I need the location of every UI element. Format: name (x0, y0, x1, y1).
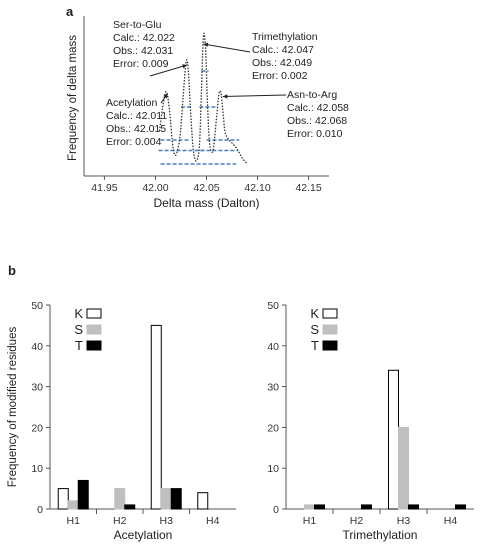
b1-category-label: H4 (206, 515, 220, 527)
b1-category-label: H3 (160, 515, 174, 527)
b1-bar-t (170, 488, 182, 510)
a-annotation-arrowhead (203, 42, 209, 47)
a-annotation-text: Asn-to-Arg (287, 89, 337, 101)
b2-category-label: H3 (397, 515, 411, 527)
b1-y-tick-label: 0 (37, 504, 43, 516)
a-annotation-arrowhead (182, 64, 188, 69)
a-x-tick-label: 42.15 (295, 182, 321, 194)
b2-legend-swatch-s (322, 324, 338, 335)
b1-legend-swatch-k (86, 308, 102, 319)
b2-category-label: H2 (350, 515, 364, 527)
a-x-tick-label: 42.00 (142, 182, 168, 194)
a-annotation-arrow (149, 64, 188, 77)
b1-y-tick-label: 10 (31, 463, 43, 475)
b2-y-tick-label: 50 (267, 300, 279, 312)
b2-category-label: H4 (444, 515, 458, 527)
a-annotation-arrow (222, 94, 287, 97)
b2-y-tick-label: 0 (273, 504, 279, 516)
b1-y-tick-label: 20 (31, 422, 43, 434)
a-annotation-text: Obs.: 42.015 (106, 123, 166, 135)
a-annotation-arrowhead (163, 93, 168, 99)
b2-legend-label: T (311, 338, 319, 353)
b2-y-tick-label: 20 (267, 422, 279, 434)
b1-bar-k (150, 324, 162, 510)
a-annotation-arrowhead (222, 94, 228, 99)
a-frequency-curve (158, 32, 248, 165)
b2-bar-t (455, 504, 466, 510)
b2-category-label: H1 (303, 515, 317, 527)
b1-category-label: H2 (113, 515, 127, 527)
b1-y-axis-label: Frequency of modified residues (7, 327, 19, 488)
b2-bar-k (388, 369, 399, 510)
a-annotation-text: Acetylation (106, 97, 158, 109)
a-x-tick-label: 41.95 (91, 182, 117, 194)
b2-y-tick-label: 30 (267, 382, 279, 394)
b1-y-tick-label: 30 (31, 382, 43, 394)
b2-bar-s (304, 504, 315, 510)
a-annotation-text: Obs.: 42.049 (252, 57, 312, 69)
a-annotation-arrow (203, 43, 251, 53)
b1-category-label: H1 (67, 515, 81, 527)
a-annotation-text: Calc.: 42.058 (287, 102, 349, 114)
b1-y-tick-label: 40 (31, 341, 43, 353)
b1-bar-k (197, 492, 209, 510)
b2-bar-t (361, 504, 372, 510)
a-x-tick-label: 42.10 (244, 182, 270, 194)
a-annotation-text: Calc.: 42.022 (113, 32, 175, 44)
panel-letter-b: b (8, 263, 16, 278)
b2-bar-t (408, 504, 419, 510)
b1-bar-t (77, 479, 89, 510)
a-x-tick-label: 42.05 (193, 182, 219, 194)
a-annotation-text: Calc.: 42.047 (252, 44, 314, 56)
b2-bar-s (398, 426, 409, 510)
b2-legend-swatch-t (322, 340, 338, 351)
b2-bar-t (314, 504, 325, 510)
b1-bar-t (124, 504, 136, 510)
b2-legend-swatch-k (322, 308, 338, 319)
b2-y-tick-label: 10 (267, 463, 279, 475)
a-x-axis-label: Delta mass (Dalton) (153, 196, 259, 210)
panel-letter-a: a (66, 4, 74, 19)
a-annotation-text: Calc.: 42.011 (106, 110, 167, 122)
b1-bar-s (67, 500, 79, 510)
b1-legend-swatch-t (86, 340, 102, 351)
b2-x-axis-label: Trimethylation (343, 528, 418, 542)
b1-bar-s (160, 488, 172, 510)
b1-y-tick-label: 50 (31, 300, 43, 312)
b1-legend-label: T (75, 338, 83, 353)
b1-legend-label: S (74, 322, 83, 337)
b1-bar-k (57, 488, 69, 510)
b1-legend-swatch-s (86, 324, 102, 335)
b1-x-axis-label: Acetylation (114, 528, 173, 542)
b2-y-tick-label: 40 (267, 341, 279, 353)
a-annotation-text: Error: 0.002 (252, 70, 308, 82)
b2-legend-label: K (310, 306, 319, 321)
a-annotation-text: Error: 0.004 (106, 136, 162, 148)
a-y-axis-label: Frequency of delta mass (67, 35, 79, 161)
a-annotation-text: Trimethylation (252, 31, 318, 43)
a-annotation-text: Error: 0.009 (113, 58, 169, 70)
a-annotation-text: Error: 0.010 (287, 128, 343, 140)
b1-bar-s (114, 488, 126, 510)
a-annotation-text: Obs.: 42.068 (287, 115, 347, 127)
b1-legend-label: K (74, 306, 83, 321)
a-annotation-text: Ser-to-Glu (113, 19, 162, 31)
a-annotation-text: Obs.: 42.031 (113, 45, 173, 57)
b2-legend-label: S (310, 322, 319, 337)
